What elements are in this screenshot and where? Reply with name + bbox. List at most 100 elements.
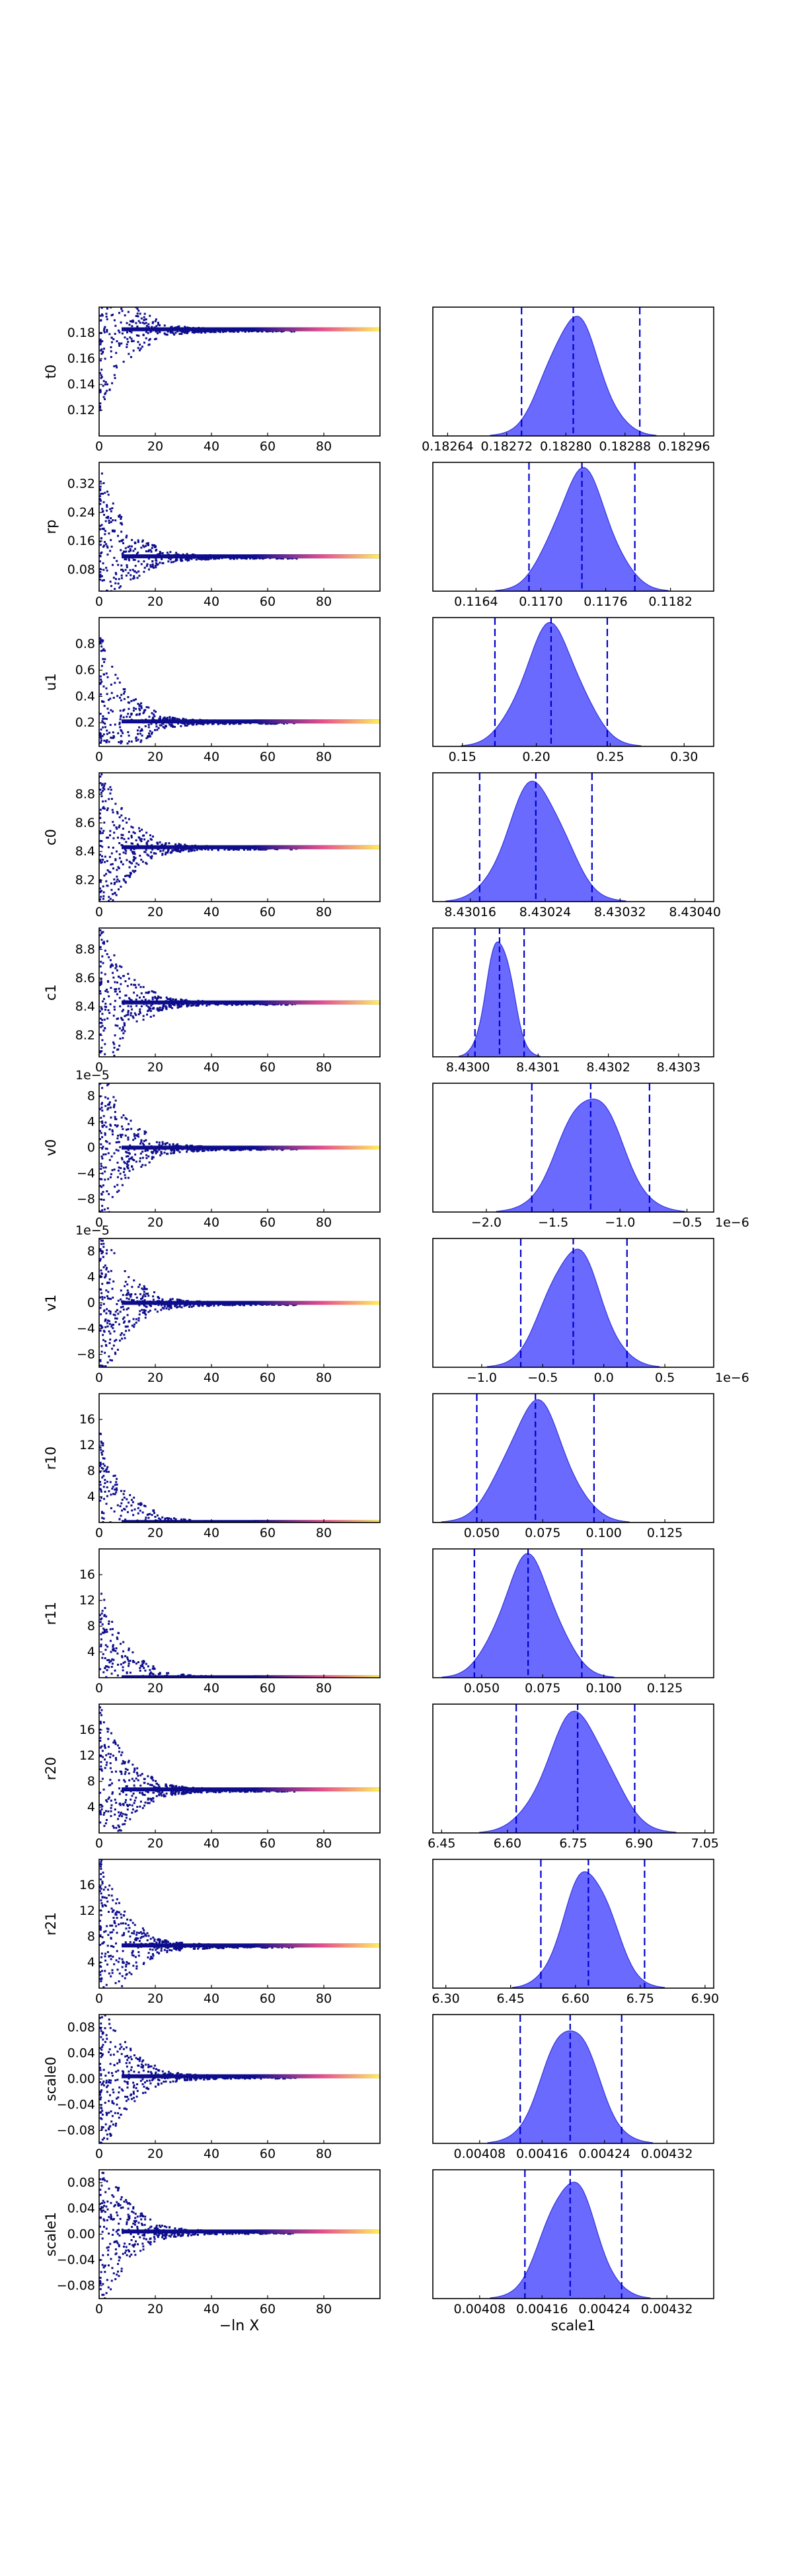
trace-y-axis-label: c0	[43, 829, 59, 845]
trace-point	[121, 1680, 123, 1682]
trace-point	[239, 722, 241, 725]
trace-point	[133, 991, 135, 994]
trace-point	[157, 995, 159, 998]
trace-point	[108, 1355, 110, 1358]
trace-point	[121, 568, 124, 571]
trace-point	[100, 304, 102, 306]
trace-point	[100, 551, 103, 554]
trace-axes-frame	[98, 462, 381, 592]
trace-point	[104, 1575, 106, 1577]
trace-point	[108, 910, 110, 912]
trace-point	[99, 372, 102, 375]
trace-point	[102, 717, 104, 720]
trace-point	[149, 1671, 152, 1674]
trace-point	[113, 1005, 116, 1008]
trace-point	[100, 1442, 103, 1445]
trace-point	[106, 1319, 109, 1322]
trace-point	[101, 1120, 104, 1123]
trace-point	[143, 1505, 145, 1507]
trace-point	[102, 726, 104, 729]
trace-point	[249, 1678, 251, 1680]
trace-point	[144, 725, 147, 728]
trace-point	[145, 331, 148, 334]
trace-point	[282, 557, 284, 560]
trace-point	[136, 325, 139, 328]
trace-point	[190, 722, 192, 725]
trace-point	[101, 1476, 104, 1479]
trace-point	[99, 853, 102, 856]
trace-point	[172, 1682, 174, 1684]
trace-point	[152, 1299, 155, 1301]
trace-point	[145, 337, 147, 340]
trace-point	[120, 1536, 122, 1538]
trace-y-tick-label: 8.8	[75, 787, 95, 802]
trace-point	[116, 1562, 118, 1564]
trace-point	[100, 1350, 103, 1353]
trace-point	[151, 990, 153, 993]
trace-point	[100, 737, 102, 740]
trace-point	[113, 529, 116, 532]
trace-point	[100, 1567, 102, 1569]
trace-points-c1	[99, 929, 380, 1057]
trace-x-tick-label: 60	[260, 439, 276, 454]
trace-point	[189, 1304, 192, 1306]
trace-point	[100, 1490, 102, 1493]
kde-axes-frame	[432, 1393, 714, 1523]
trace-point	[102, 942, 104, 945]
trace-point	[100, 1696, 102, 1698]
trace-point	[143, 1291, 145, 1293]
trace-point	[104, 782, 106, 785]
trace-point	[126, 742, 129, 745]
trace-point	[99, 1387, 101, 1389]
trace-point	[143, 316, 145, 318]
trace-point	[106, 869, 109, 872]
trace-point	[128, 875, 131, 878]
trace-point	[99, 489, 102, 491]
trace-point	[111, 285, 113, 287]
trace-point	[141, 729, 143, 732]
trace-point	[178, 1305, 181, 1308]
trace-point	[246, 1003, 248, 1006]
trace-point	[110, 1683, 112, 1685]
trace-point	[140, 739, 143, 742]
trace-hot-band	[253, 719, 380, 724]
trace-point	[143, 995, 145, 998]
trace-point	[124, 1174, 126, 1176]
trace-point	[116, 1137, 119, 1139]
trace-point	[164, 1518, 167, 1521]
trace-point	[105, 1628, 108, 1631]
trace-point	[142, 712, 145, 715]
trace-point	[106, 589, 108, 591]
trace-point	[141, 1536, 143, 1538]
trace-point	[124, 852, 127, 855]
trace-point	[101, 640, 104, 643]
trace-converged-band	[122, 1301, 380, 1305]
trace-point	[112, 1556, 114, 1558]
trace-point	[110, 1249, 113, 1252]
trace-point	[100, 524, 103, 526]
trace-point	[120, 1029, 123, 1032]
trace-point	[137, 570, 140, 573]
trace-point	[173, 849, 176, 851]
trace-point	[128, 740, 130, 743]
trace-point	[174, 559, 177, 561]
trace-point	[109, 1310, 112, 1313]
trace-point	[122, 542, 125, 544]
trace-point	[135, 1005, 138, 1007]
trace-point	[231, 1524, 233, 1526]
trace-point	[252, 557, 254, 560]
trace-point	[105, 1126, 108, 1128]
trace-point	[181, 1522, 183, 1524]
trace-point	[127, 1013, 130, 1016]
trace-point	[129, 320, 132, 322]
trace-point	[99, 898, 102, 901]
trace-point	[108, 1128, 111, 1131]
trace-point	[151, 1157, 153, 1160]
trace-point	[154, 995, 157, 998]
trace-point	[227, 1304, 229, 1306]
trace-point	[104, 1529, 106, 1531]
trace-point	[110, 1682, 112, 1684]
trace-point	[99, 812, 102, 815]
